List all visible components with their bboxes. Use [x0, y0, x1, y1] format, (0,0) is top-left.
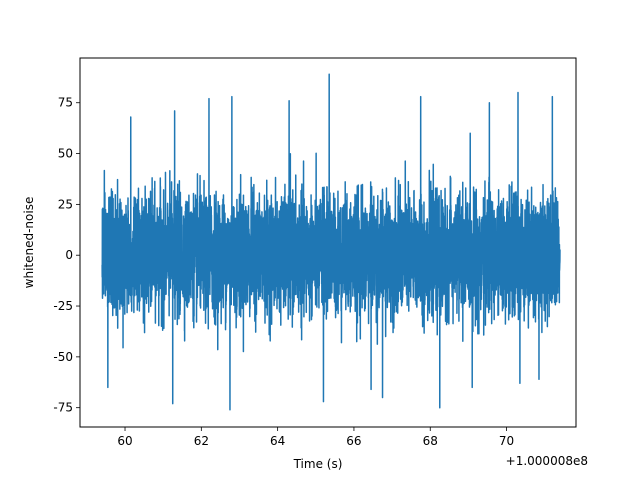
x-tick-label: 70: [499, 434, 514, 448]
y-axis-label: whitened-noise: [22, 197, 36, 289]
x-tick-label: 60: [117, 434, 132, 448]
plot-area: [101, 73, 561, 411]
x-tick-label: 64: [270, 434, 285, 448]
y-tick-label: -25: [53, 299, 73, 313]
y-tick-label: 25: [58, 197, 73, 211]
y-tick-label: 50: [58, 147, 73, 161]
x-axis-ticks: 60 62 64 66 68 70: [117, 427, 514, 448]
x-tick-label: 66: [346, 434, 361, 448]
y-tick-label: -50: [53, 350, 73, 364]
y-tick-label: 0: [65, 248, 73, 262]
y-tick-label: 75: [58, 96, 73, 110]
x-axis-offset-label: +1.000008e8: [506, 454, 588, 468]
x-axis-label: Time (s): [293, 457, 343, 471]
y-tick-label: -75: [53, 401, 73, 415]
series-line: [101, 73, 561, 411]
axes-frame: [79, 57, 577, 428]
x-tick-label: 68: [423, 434, 438, 448]
y-axis-ticks: -75 -50 -25 0 25 50 75: [53, 96, 80, 415]
x-tick-label: 62: [194, 434, 209, 448]
